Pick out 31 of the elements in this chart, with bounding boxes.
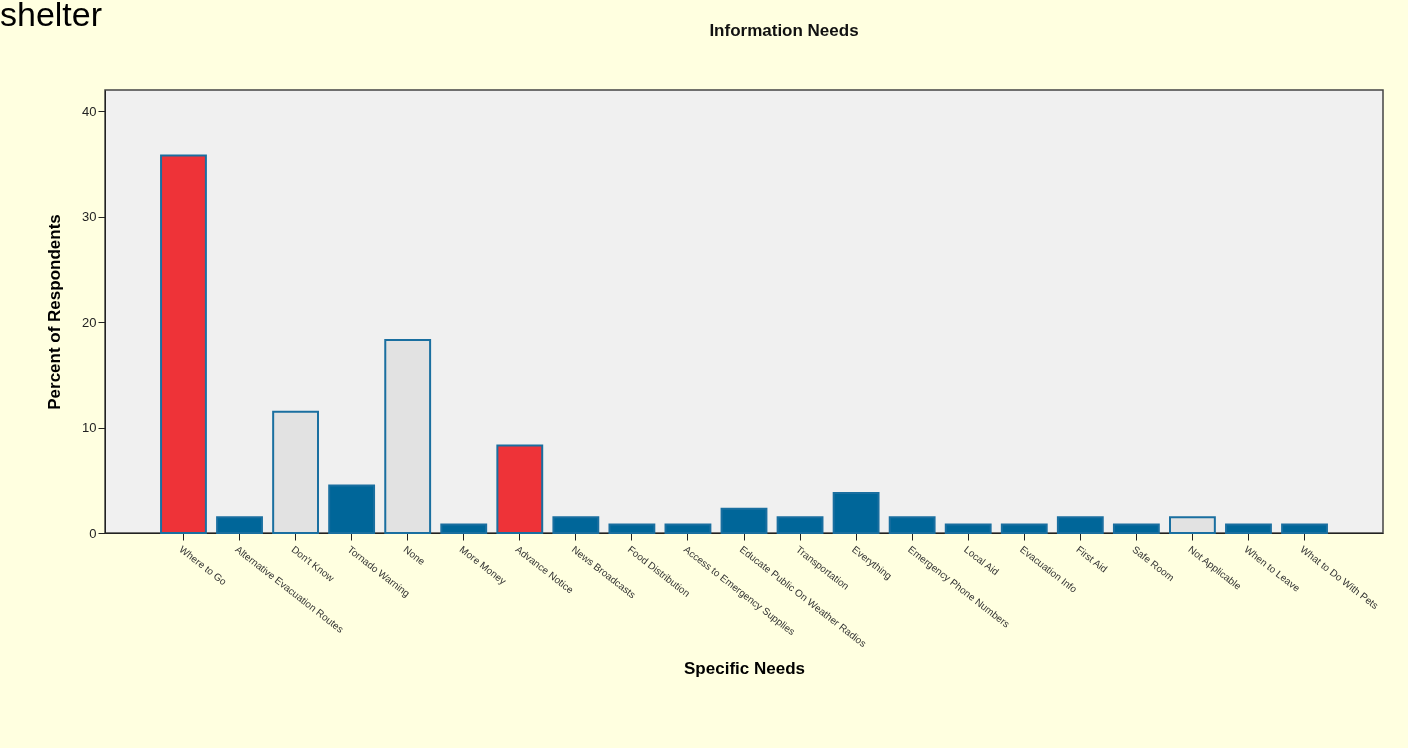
x-tick-label: First Aid xyxy=(1074,543,1110,575)
bar xyxy=(1056,516,1104,534)
bar xyxy=(664,523,712,534)
x-axis-title: Specific Needs xyxy=(684,659,805,679)
bar xyxy=(888,516,936,534)
bar xyxy=(720,507,768,534)
text: shelter xyxy=(0,0,103,33)
bar xyxy=(552,516,600,534)
bar xyxy=(272,410,319,534)
bar xyxy=(384,338,432,534)
bar xyxy=(776,516,824,534)
bar xyxy=(1112,523,1160,534)
chart-title: Information Needs xyxy=(709,21,859,40)
bar xyxy=(1169,516,1216,534)
bar xyxy=(216,516,263,534)
bar xyxy=(608,523,656,534)
bar xyxy=(1225,523,1272,534)
bar xyxy=(440,523,488,534)
y-axis-title: Percent of Respondents xyxy=(45,214,65,410)
bar xyxy=(160,154,207,534)
y-tick-label: 40 xyxy=(82,103,97,119)
bar xyxy=(944,523,992,534)
y-tick-label: 10 xyxy=(82,420,97,436)
y-tick-label: 30 xyxy=(82,209,97,225)
y-tick-label: 20 xyxy=(82,314,97,330)
bar xyxy=(832,491,880,534)
bar xyxy=(1281,523,1328,534)
bar xyxy=(496,444,544,534)
y-tick-label: 0 xyxy=(89,525,97,541)
bar xyxy=(328,484,376,534)
bar xyxy=(1000,523,1048,534)
